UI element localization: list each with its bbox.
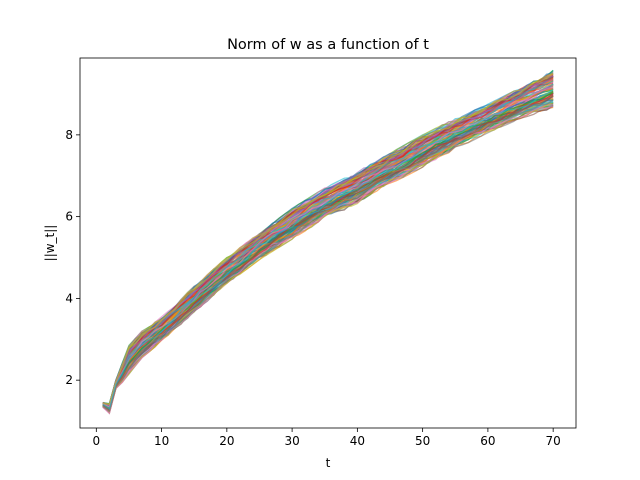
series-line (102, 86, 554, 408)
series-line (102, 92, 554, 411)
series-line (102, 86, 554, 409)
series-line (102, 102, 554, 413)
series-line (102, 94, 554, 411)
plot-frame (79, 57, 577, 429)
series-line (102, 100, 554, 412)
series-line (102, 105, 554, 415)
x-tick-label: 30 (284, 434, 299, 448)
series-line (102, 88, 554, 411)
series-line (102, 94, 554, 412)
x-tick-label: 20 (219, 434, 234, 448)
series-line (102, 101, 554, 414)
series-line (102, 99, 554, 413)
series-line (102, 80, 554, 408)
x-axis-ticks: 0 10 20 30 40 50 60 70 (92, 428, 561, 448)
y-tick-label: 8 (65, 128, 73, 142)
x-tick-label: 10 (154, 434, 169, 448)
series-line (102, 100, 554, 412)
x-axis-label: t (326, 456, 331, 470)
series-line (102, 91, 554, 410)
series-line (102, 98, 554, 413)
series-line (102, 95, 554, 413)
chart-title: Norm of w as a function of t (227, 37, 429, 53)
y-tick-label: 6 (65, 210, 73, 224)
series-line (102, 104, 554, 414)
y-axis-label: ||w_t|| (43, 225, 57, 262)
series-line (102, 92, 554, 410)
series-line (102, 75, 554, 406)
x-tick-label: 70 (546, 434, 561, 448)
y-axis-ticks: 2 4 6 8 (65, 128, 80, 387)
x-tick-label: 40 (350, 434, 365, 448)
series-line (102, 93, 554, 411)
series-line (102, 105, 554, 414)
series-line (102, 95, 554, 413)
series-line (102, 93, 554, 411)
series-line (102, 92, 554, 411)
series-line (102, 98, 554, 413)
x-tick-label: 60 (480, 434, 495, 448)
series-line (102, 99, 554, 413)
series-line (102, 103, 554, 414)
series-line (102, 92, 554, 412)
series-line (102, 92, 554, 411)
series-line (102, 104, 554, 413)
series-line (102, 102, 554, 413)
series-line (102, 91, 554, 410)
x-tick-label: 50 (415, 434, 430, 448)
series-line (102, 92, 554, 412)
series-line (102, 94, 554, 411)
series-line (102, 97, 554, 413)
y-tick-label: 4 (65, 291, 73, 305)
series-line (102, 101, 554, 414)
series-line (102, 102, 554, 413)
series-line (102, 106, 554, 415)
series-line (102, 87, 554, 410)
series-line (102, 101, 554, 413)
y-tick-label: 2 (65, 373, 73, 387)
series-line (102, 95, 554, 412)
series-lines (102, 69, 554, 415)
series-line (102, 91, 554, 410)
series-line (102, 91, 554, 410)
series-line (102, 95, 554, 411)
series-line (102, 95, 554, 412)
series-line (102, 90, 554, 410)
series-line (102, 98, 554, 413)
series-line (102, 73, 554, 406)
series-line (102, 88, 554, 409)
x-tick-label: 0 (92, 434, 100, 448)
series-line (102, 98, 554, 414)
series-line (102, 95, 554, 412)
series-line (102, 89, 554, 409)
series-line (102, 88, 554, 411)
series-line (102, 106, 554, 415)
series-line (102, 92, 554, 411)
series-line (102, 103, 554, 414)
series-line (102, 92, 554, 412)
series-line (102, 96, 554, 412)
series-line (102, 88, 554, 410)
